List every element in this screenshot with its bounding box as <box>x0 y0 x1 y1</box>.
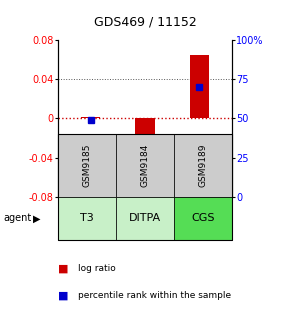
Text: DITPA: DITPA <box>129 213 161 223</box>
Text: ■: ■ <box>58 264 68 274</box>
Text: GDS469 / 11152: GDS469 / 11152 <box>94 15 196 28</box>
Text: GSM9185: GSM9185 <box>82 144 92 187</box>
Text: ■: ■ <box>58 291 68 301</box>
Bar <box>81 118 100 119</box>
Text: agent: agent <box>3 213 31 223</box>
Bar <box>190 55 209 119</box>
Text: CGS: CGS <box>191 213 215 223</box>
Text: percentile rank within the sample: percentile rank within the sample <box>78 291 231 300</box>
Text: GSM9189: GSM9189 <box>198 144 208 187</box>
Text: T3: T3 <box>80 213 94 223</box>
Bar <box>135 119 155 163</box>
Text: log ratio: log ratio <box>78 264 116 273</box>
Text: ▶: ▶ <box>33 213 41 223</box>
Text: GSM9184: GSM9184 <box>140 144 150 187</box>
